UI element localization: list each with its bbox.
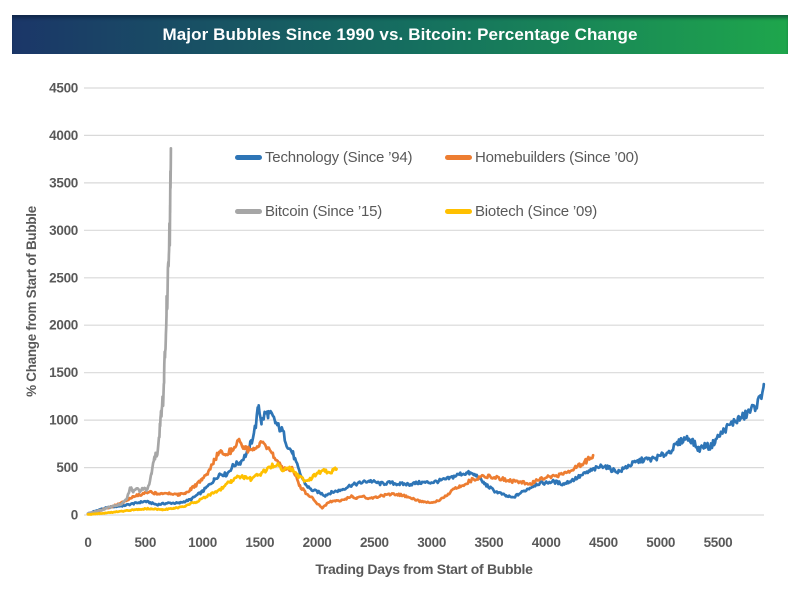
x-tick-label: 4000 (532, 535, 561, 550)
legend-item: Biotech (Since ’09) (445, 201, 597, 221)
legend-swatch (235, 154, 262, 160)
legend-swatch (445, 154, 472, 160)
x-tick-label: 2000 (303, 535, 332, 550)
x-tick-label: 0 (84, 535, 91, 550)
legend-item: Bitcoin (Since ’15) (235, 201, 382, 221)
y-tick-label: 4000 (49, 128, 78, 143)
y-tick-label: 1500 (49, 365, 78, 380)
x-tick-label: 1500 (245, 535, 274, 550)
y-tick-label: 0 (71, 508, 78, 523)
series-line-technology (86, 382, 766, 516)
legend-swatch (445, 208, 472, 214)
series-line-homebuilders (86, 437, 595, 516)
legend-label: Homebuilders (Since ’00) (475, 148, 639, 166)
legend-label: Biotech (Since ’09) (475, 202, 598, 220)
legend-label: Technology (Since ’94) (265, 148, 413, 166)
x-tick-label: 3500 (474, 535, 503, 550)
y-tick-label: 4500 (49, 80, 78, 95)
x-tick-label: 5500 (704, 535, 733, 550)
chart-title-banner: Major Bubbles Since 1990 vs. Bitcoin: Pe… (12, 15, 788, 54)
legend-swatch (235, 208, 262, 214)
y-tick-label: 1000 (49, 413, 78, 428)
series-line-biotech (86, 462, 338, 516)
y-tick-label: 3000 (49, 223, 78, 238)
x-tick-label: 3000 (417, 535, 446, 550)
x-tick-label: 2500 (360, 535, 389, 550)
x-tick-label: 4500 (589, 535, 618, 550)
y-tick-label: 2000 (49, 318, 78, 333)
chart-title: Major Bubbles Since 1990 vs. Bitcoin: Pe… (162, 24, 638, 44)
y-tick-label: 3500 (49, 175, 78, 190)
x-tick-label: 5000 (646, 535, 675, 550)
x-axis-title: Trading Days from Start of Bubble (315, 561, 533, 577)
x-tick-label: 1000 (188, 535, 217, 550)
x-tick-label: 500 (134, 535, 156, 550)
y-axis-title: % Change from Start of Bubble (24, 205, 39, 397)
legend-label: Bitcoin (Since ’15) (265, 202, 383, 220)
series-line-bitcoin (86, 146, 173, 515)
y-tick-label: 2500 (49, 270, 78, 285)
legend-item: Technology (Since ’94) (235, 147, 413, 167)
legend-item: Homebuilders (Since ’00) (445, 147, 639, 167)
y-tick-label: 500 (56, 460, 78, 475)
